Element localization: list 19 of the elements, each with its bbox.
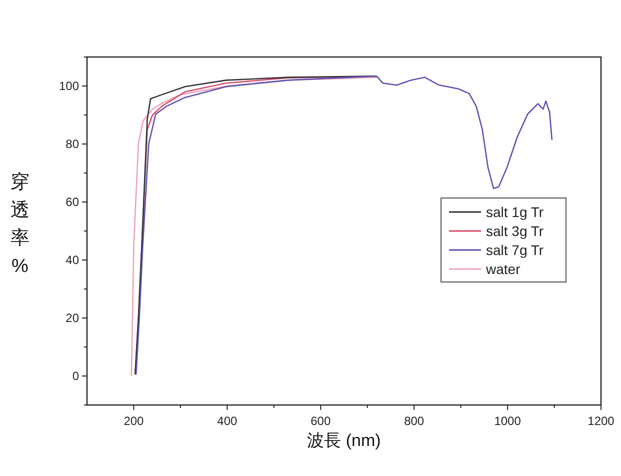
x-tick-label: 200 [124,414,144,428]
x-axis-title: 波長 (nm) [307,431,381,450]
legend-label: salt 3g Tr [486,223,544,239]
y-tick-label: 60 [66,195,80,209]
legend-label: salt 1g Tr [486,204,544,220]
x-tick-label: 1200 [588,414,615,428]
x-tick-label: 400 [217,414,238,428]
y-axis-title: 穿透率% [10,171,30,277]
y-tick-label: 0 [72,369,80,383]
y-tick-label: 20 [66,311,80,325]
line-series [135,75,553,376]
legend-label: salt 7g Tr [486,242,544,258]
y-tick-label: 80 [66,137,80,151]
y-tick-label: 40 [66,253,80,267]
x-tick-label: 1000 [494,414,522,428]
y-tick-label: 100 [58,79,80,93]
x-tick-label: 600 [310,414,331,428]
x-tick-label: 800 [404,414,424,428]
legend-label: water [485,261,521,277]
